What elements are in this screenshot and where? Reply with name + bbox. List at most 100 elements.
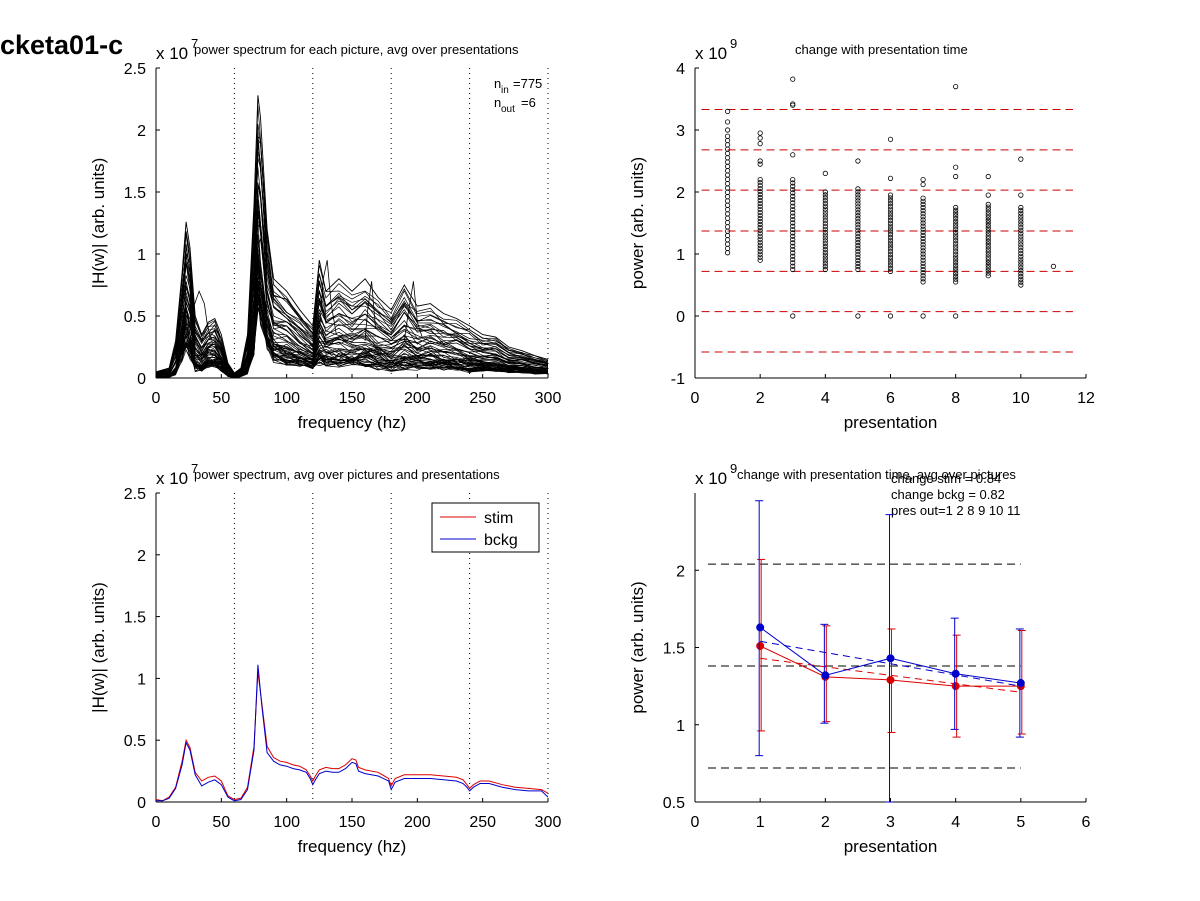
y-tick-label: 2 [676, 185, 685, 202]
scatter-point [1018, 279, 1024, 285]
scatter-point [724, 155, 731, 161]
scatter-point [790, 233, 796, 239]
scatter-point [887, 263, 894, 269]
scatter-point [724, 137, 731, 144]
scatter-point-outlier [953, 164, 959, 170]
figure-label: cketa01-c [0, 30, 124, 60]
scatter-point [985, 212, 991, 218]
scatter-point [1018, 268, 1024, 274]
scatter-point [790, 243, 796, 249]
scatter-point [953, 271, 959, 277]
scatter-point-outlier [757, 161, 763, 167]
scatter-point [953, 262, 959, 268]
scatter-point [1018, 210, 1024, 216]
scatter-point [920, 276, 926, 282]
chart-title: power spectrum, avg over pictures and pr… [194, 467, 500, 482]
scatter-point [953, 240, 959, 246]
n-out-label: n [494, 95, 501, 110]
scatter-point [1018, 282, 1024, 288]
y-exponent: x 10 [695, 469, 727, 488]
scatter-point [855, 260, 861, 267]
chart-title: change with presentation time [795, 42, 968, 57]
series-stim [756, 558, 1026, 738]
scatter-point [757, 245, 763, 251]
y-tick-label: 1.5 [124, 610, 146, 627]
scatter-point [1018, 219, 1024, 225]
scatter-point [1018, 224, 1024, 231]
scatter-point [985, 262, 991, 268]
scatter-point [920, 257, 926, 263]
scatter-point [855, 192, 861, 198]
scatter-point [887, 206, 894, 212]
scatter-point [953, 232, 959, 238]
scatter-point [855, 210, 861, 216]
x-tick-label: 200 [404, 814, 431, 831]
scatter-point [822, 258, 828, 264]
scatter-point [920, 248, 926, 254]
scatter-point-outlier [985, 173, 991, 180]
scatter-point [887, 232, 894, 238]
scatter-point [887, 260, 894, 266]
scatter-point [790, 216, 796, 223]
x-tick-label: 2 [821, 814, 830, 831]
scatter-point [855, 231, 861, 237]
x-axis-label: frequency (hz) [298, 837, 407, 856]
scatter-point-outlier [822, 170, 828, 176]
scatter-point-outlier [887, 136, 894, 142]
scatter-point [920, 245, 926, 251]
y-axis-label: |H(w)| (arb. units) [89, 582, 108, 713]
scatter-point [920, 266, 926, 273]
scatter-point [887, 248, 894, 255]
legend-label-bckg: bckg [484, 532, 518, 549]
scatter-point [855, 228, 861, 234]
scatter-point [920, 254, 926, 260]
traces-group [155, 95, 549, 379]
series-marker [886, 654, 895, 663]
series-marker [821, 671, 830, 680]
scatter-point [1018, 245, 1024, 251]
scatter-point [887, 223, 894, 229]
scatter-point [855, 263, 861, 270]
scatter-point [1018, 227, 1024, 234]
scatter-point [724, 250, 731, 256]
scatter-point [790, 223, 796, 229]
y-tick-label: 1 [676, 718, 685, 735]
scatter-point [985, 270, 991, 276]
scatter-point [855, 222, 861, 228]
scatter-point [724, 241, 731, 247]
x-tick-label: 1 [756, 814, 765, 831]
scatter-point [757, 185, 763, 192]
scatter-point [855, 243, 861, 249]
scatter-point [757, 230, 763, 236]
scatter-point [953, 213, 959, 219]
x-tick-label: 0 [691, 390, 700, 407]
scatter-point [822, 226, 828, 232]
scatter-point [920, 232, 926, 238]
scatter-point [790, 266, 796, 273]
scatter-point [790, 220, 796, 226]
scatter-point [855, 207, 861, 213]
scatter-point [887, 203, 894, 209]
scatter-point [757, 239, 763, 245]
x-tick-label: 2 [756, 390, 765, 407]
scatter-point [757, 188, 763, 195]
scatter-point [1018, 256, 1024, 262]
scatter-point [920, 204, 926, 211]
scatter-point-outlier [887, 175, 894, 181]
scatter-point [985, 249, 991, 255]
scatter-point [985, 230, 991, 237]
scatter-point-outlier [953, 313, 959, 319]
fit-line [760, 657, 1021, 693]
scatter-point [724, 198, 731, 204]
scatter-point [757, 215, 763, 222]
scatter-point [887, 251, 894, 258]
scatter-point [855, 248, 861, 255]
scatter-point [1018, 233, 1024, 239]
x-tick-label: 10 [1012, 390, 1030, 407]
scatter-point [953, 237, 959, 244]
scatter-point [887, 265, 894, 272]
scatter-point-outlier [790, 76, 796, 82]
scatter-point [757, 251, 763, 257]
scatter-point [920, 279, 926, 285]
